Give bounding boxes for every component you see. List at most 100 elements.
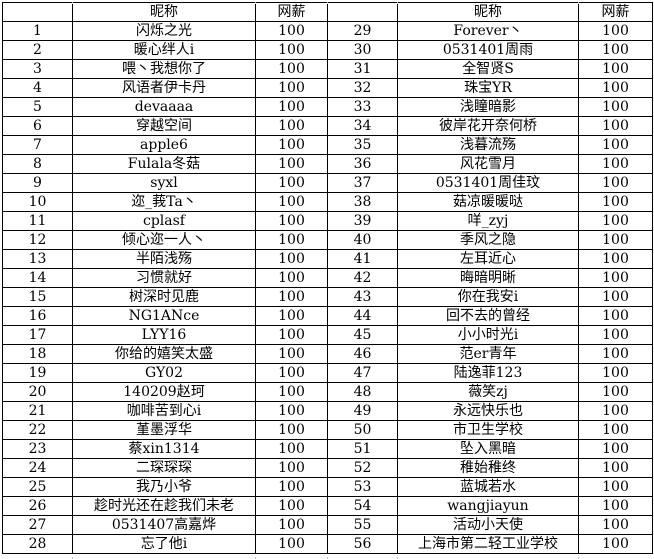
row-number-left: 27 [2, 515, 73, 535]
gridline-stub [397, 2, 398, 4]
row-number-right: 56 [327, 534, 398, 554]
nickname-left: 二琛琛琛 [72, 458, 256, 478]
table-row: 28 忘了他i 100 56 上海市第二轻工业学校 100 [2, 534, 653, 554]
salary-left: 100 [255, 154, 328, 174]
salary-right: 100 [578, 534, 653, 554]
row-number-right: 46 [327, 344, 398, 364]
row-number-right: 40 [327, 230, 398, 250]
table-row: 18 你给的嬉笑太盛 100 46 范er青年 100 [2, 344, 653, 364]
salary-right: 100 [578, 515, 653, 535]
nickname-left: 0531407高嘉烨 [72, 515, 256, 535]
nickname-right: 稚始稚终 [397, 458, 579, 478]
row-number-left: 8 [2, 154, 73, 174]
salary-left: 100 [255, 97, 328, 117]
row-number-left: 5 [2, 97, 73, 117]
table-row: 7 apple6 100 35 浅暮流殇 100 [2, 135, 653, 155]
salary-right: 100 [578, 21, 653, 41]
nickname-right: 咩_zyj [397, 211, 579, 231]
row-number-right: 43 [327, 287, 398, 307]
nickname-right: 永远快乐也 [397, 401, 579, 421]
nickname-right: 全智贤S [397, 59, 579, 79]
row-number-right: 52 [327, 458, 398, 478]
table-row: 6 穿越空间 100 34 彼岸花开奈何桥 100 [2, 116, 653, 136]
table-row: 19 GY02 100 47 陆逸菲123 100 [2, 363, 653, 383]
salary-right: 100 [578, 40, 653, 60]
row-number-right: 42 [327, 268, 398, 288]
nickname-left: Fulala冬菇 [72, 154, 256, 174]
header-salary-right: 网薪 [578, 2, 653, 22]
row-number-right: 37 [327, 173, 398, 193]
nickname-right: 范er青年 [397, 344, 579, 364]
row-number-left: 14 [2, 268, 73, 288]
header-nickname-right: 昵称 [397, 2, 579, 22]
table-row: 1 闪烁之光 100 29 Forever丶 100 [2, 21, 653, 41]
header-salary-left: 网薪 [255, 2, 328, 22]
gridline-stub [255, 2, 256, 4]
nickname-left: 暖心绊人i [72, 40, 256, 60]
salary-right: 100 [578, 496, 653, 516]
table-row: 5 devaaaa 100 33 浅瞳暗影 100 [2, 97, 653, 117]
table-row: 17 LYY16 100 45 小小时光i 100 [2, 325, 653, 345]
row-number-right: 30 [327, 40, 398, 60]
salary-left: 100 [255, 287, 328, 307]
nickname-right: 市卫生学校 [397, 420, 579, 440]
nickname-left: 倾心迩一人丶 [72, 230, 256, 250]
nickname-left: NG1ANce [72, 306, 256, 326]
nickname-right: 你在我安i [397, 287, 579, 307]
row-number-right: 54 [327, 496, 398, 516]
nickname-left: 140209赵珂 [72, 382, 256, 402]
row-number-left: 28 [2, 534, 73, 554]
nickname-right: 季风之隐 [397, 230, 579, 250]
salary-left: 100 [255, 230, 328, 250]
salary-right: 100 [578, 401, 653, 421]
table-row: 15 树深时见鹿 100 43 你在我安i 100 [2, 287, 653, 307]
nickname-right: Forever丶 [397, 21, 579, 41]
row-number-left: 23 [2, 439, 73, 459]
salary-left: 100 [255, 135, 328, 155]
nickname-left: 喂丶我想你了 [72, 59, 256, 79]
gridline-stub [578, 2, 579, 4]
row-number-right: 39 [327, 211, 398, 231]
salary-right: 100 [578, 116, 653, 136]
row-number-right: 36 [327, 154, 398, 174]
nickname-right: 晦暗明晰 [397, 268, 579, 288]
nickname-left: syxl [72, 173, 256, 193]
row-number-left: 21 [2, 401, 73, 421]
salary-left: 100 [255, 325, 328, 345]
table-row: 14 习惯就好 100 42 晦暗明晰 100 [2, 268, 653, 288]
salary-left: 100 [255, 116, 328, 136]
nickname-right: 珠宝YR [397, 78, 579, 98]
row-number-right: 55 [327, 515, 398, 535]
table-row: 20 140209赵珂 100 48 薇笑zj 100 [2, 382, 653, 402]
salary-left: 100 [255, 211, 328, 231]
header-row: 昵称 网薪 昵称 网薪 [2, 2, 653, 22]
nickname-left: 穿越空间 [72, 116, 256, 136]
table-row: 4 风语者伊卡丹 100 32 珠宝YR 100 [2, 78, 653, 98]
row-number-left: 20 [2, 382, 73, 402]
salary-left: 100 [255, 306, 328, 326]
salary-right: 100 [578, 458, 653, 478]
salary-right: 100 [578, 306, 653, 326]
row-number-left: 26 [2, 496, 73, 516]
nickname-right: 蓝城若水 [397, 477, 579, 497]
nickname-left: 堇墨浮华 [72, 420, 256, 440]
salary-right: 100 [578, 230, 653, 250]
row-number-left: 6 [2, 116, 73, 136]
salary-left: 100 [255, 382, 328, 402]
nickname-right: 左耳近心 [397, 249, 579, 269]
nickname-left: 咖啡苦到心i [72, 401, 256, 421]
row-number-right: 38 [327, 192, 398, 212]
salary-right: 100 [578, 420, 653, 440]
salary-left: 100 [255, 21, 328, 41]
nickname-right: 上海市第二轻工业学校 [397, 534, 579, 554]
nickname-left: 我乃小爷 [72, 477, 256, 497]
nickname-right: 浅瞳暗影 [397, 97, 579, 117]
nickname-left: 半陌浅殇 [72, 249, 256, 269]
table-row: 23 蔡xin1314 100 51 坠入黑暗 100 [2, 439, 653, 459]
table-row: 3 喂丶我想你了 100 31 全智贤S 100 [2, 59, 653, 79]
nickname-left: devaaaa [72, 97, 256, 117]
salary-right: 100 [578, 97, 653, 117]
salary-left: 100 [255, 344, 328, 364]
salary-right: 100 [578, 268, 653, 288]
table-row: 25 我乃小爷 100 53 蓝城若水 100 [2, 477, 653, 497]
